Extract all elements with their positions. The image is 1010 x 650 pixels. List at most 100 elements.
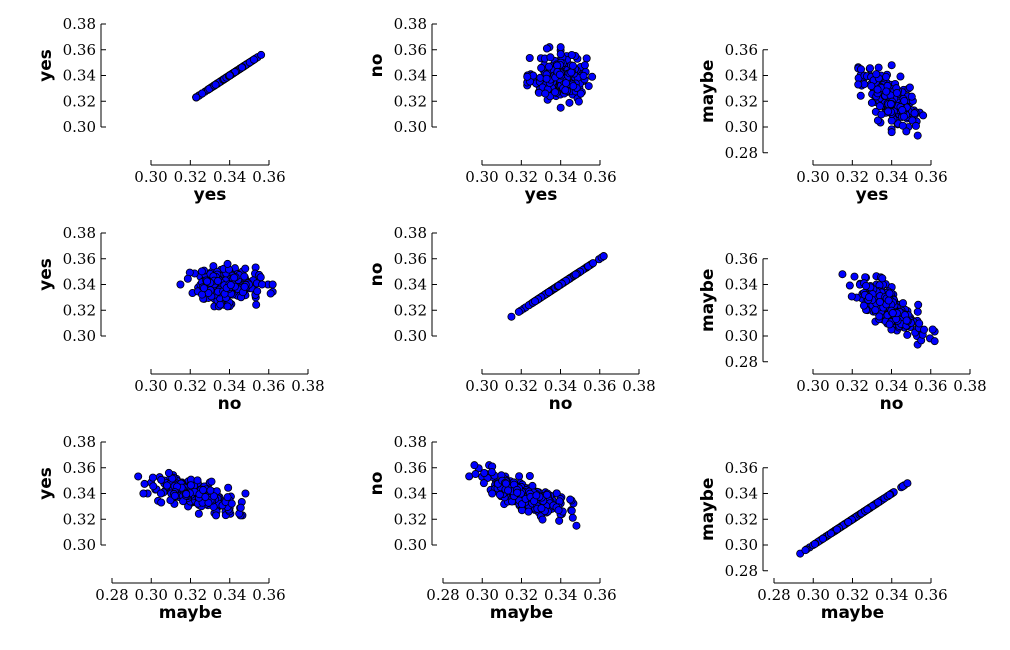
data-point — [913, 131, 922, 140]
data-point — [542, 44, 551, 53]
data-point — [882, 72, 891, 81]
data-point — [565, 98, 574, 107]
data-point — [882, 87, 891, 96]
data-point — [225, 71, 234, 80]
y-tick-label: 0.36 — [63, 250, 96, 268]
data-point — [156, 489, 165, 498]
data-point — [544, 288, 553, 297]
data-point — [206, 486, 215, 495]
y-tick-label: 0.30 — [63, 536, 96, 554]
x-tick-label: 0.34 — [544, 586, 577, 604]
data-point — [524, 507, 533, 516]
data-point — [875, 297, 884, 306]
x-tick-label: 0.36 — [583, 168, 616, 186]
data-point — [541, 89, 550, 98]
y-tick-label: 0.36 — [725, 459, 758, 477]
data-point — [157, 498, 166, 507]
data-point — [193, 476, 202, 485]
data-point — [495, 490, 504, 499]
data-point — [479, 479, 488, 488]
y-tick-label: 0.30 — [63, 118, 96, 136]
data-point — [903, 330, 912, 339]
y-tick-label: 0.34 — [725, 276, 758, 294]
data-point — [887, 128, 896, 137]
x-tick-label: 0.38 — [291, 377, 324, 395]
y-axis-label: maybe — [698, 478, 718, 541]
x-tick-label: 0.32 — [836, 586, 869, 604]
panel-maybe-vs-maybe: 0.28 0.30 0.32 0.34 0.36 0.28 0.30 0.32 0.34 0.36… — [698, 459, 948, 623]
x-axis-label: no — [549, 394, 573, 414]
data-point — [192, 93, 201, 102]
x-tick-label: 0.30 — [135, 586, 168, 604]
data-point — [874, 63, 883, 72]
data-point — [480, 468, 489, 477]
data-point — [513, 488, 522, 497]
data-point — [532, 491, 541, 500]
y-tick-label: 0.34 — [63, 276, 96, 294]
data-point — [566, 495, 575, 504]
data-point — [862, 281, 871, 290]
x-tick-label: 0.30 — [134, 168, 167, 186]
data-point — [198, 89, 207, 98]
data-point — [249, 55, 258, 64]
x-tick-label: 0.32 — [174, 377, 207, 395]
data-point — [183, 274, 192, 283]
data-point — [555, 516, 564, 525]
data-point — [911, 121, 920, 130]
data-point — [170, 491, 179, 500]
x-tick-label: 0.32 — [505, 377, 538, 395]
data-point — [523, 72, 532, 81]
data-point — [867, 98, 876, 107]
data-point — [268, 280, 277, 289]
data-point — [148, 473, 157, 482]
y-tick-label: 0.32 — [394, 92, 427, 110]
y-tick-label: 0.34 — [394, 67, 427, 85]
data-point — [203, 277, 212, 286]
data-point — [212, 511, 221, 520]
data-point — [241, 489, 250, 498]
x-tick-label: 0.34 — [544, 168, 577, 186]
panel-no-vs-yes: 0.30 0.32 0.34 0.36 0.38 0.30 0.32 0.34 0.36 0.38… — [36, 224, 325, 414]
x-tick-label: 0.32 — [505, 586, 538, 604]
y-tick-label: 0.30 — [63, 327, 96, 345]
data-point — [194, 509, 203, 518]
x-tick-label: 0.36 — [583, 377, 616, 395]
data-point — [914, 300, 923, 309]
y-axis-label: yes — [36, 258, 56, 291]
data-point — [899, 112, 908, 121]
y-tick-label: 0.38 — [394, 433, 427, 451]
x-tick-label: 0.34 — [544, 377, 577, 395]
x-axis-label: yes — [525, 185, 558, 205]
points-yes-vs-yes — [192, 50, 266, 102]
data-point — [176, 280, 185, 289]
data-point — [226, 281, 235, 290]
y-tick-label: 0.34 — [725, 485, 758, 503]
data-point — [898, 106, 907, 115]
y-tick-label: 0.32 — [725, 301, 758, 319]
panel-yes-vs-yes: 0.30 0.32 0.34 0.36 0.30 0.32 0.34 0.36 0.38 yes y… — [36, 15, 286, 205]
points-maybe-vs-yes — [134, 468, 250, 520]
data-point — [542, 74, 551, 83]
data-point — [567, 50, 576, 59]
data-point — [579, 71, 588, 80]
data-point — [886, 100, 895, 109]
y-tick-label: 0.32 — [725, 92, 758, 110]
y-tick-label: 0.36 — [63, 459, 96, 477]
data-point — [561, 86, 570, 95]
x-tick-label: 0.28 — [95, 586, 128, 604]
data-point — [241, 264, 250, 273]
data-point — [859, 301, 868, 310]
data-point — [913, 307, 922, 316]
y-tick-label: 0.34 — [394, 485, 427, 503]
points-no-vs-maybe — [838, 270, 939, 349]
x-tick-label: 0.36 — [252, 377, 285, 395]
data-point — [201, 493, 210, 502]
x-tick-label: 0.30 — [465, 377, 498, 395]
data-point — [556, 43, 565, 52]
data-point — [919, 111, 928, 120]
data-point — [865, 293, 874, 302]
data-point — [898, 121, 907, 130]
x-tick-label: 0.32 — [836, 168, 869, 186]
x-axis-label: no — [218, 394, 242, 414]
data-point — [257, 50, 266, 59]
